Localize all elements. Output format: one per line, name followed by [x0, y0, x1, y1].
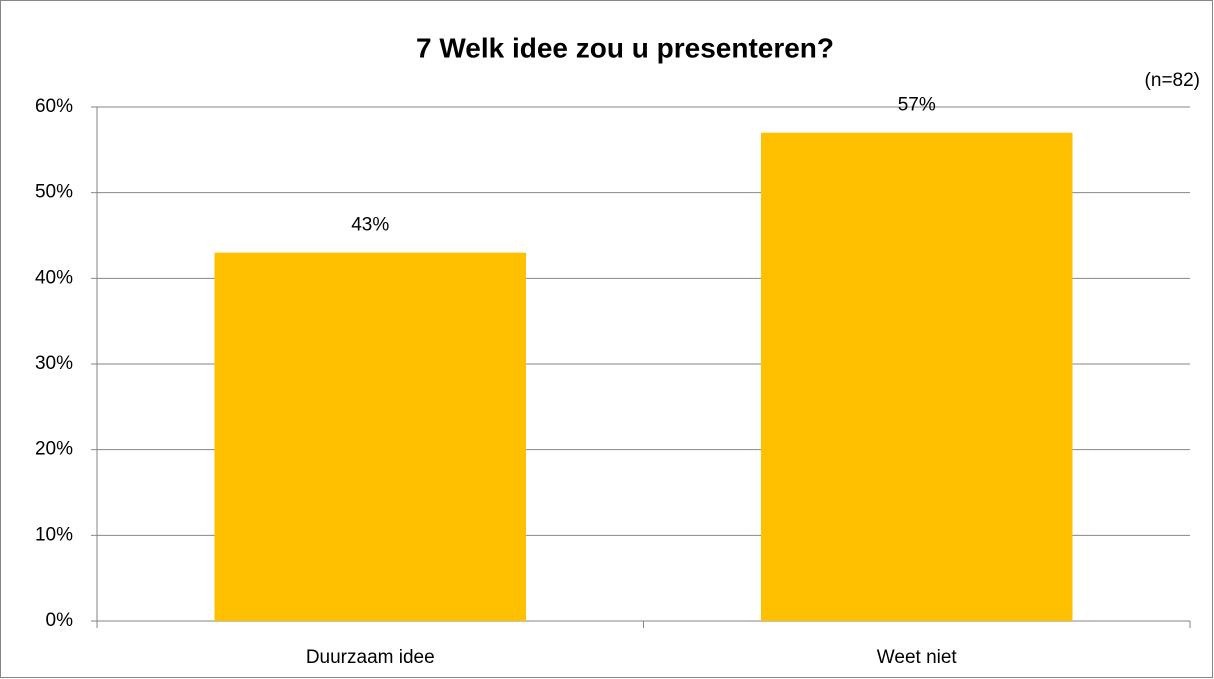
y-tick-label: 0% [46, 610, 74, 631]
y-tick-label: 50% [35, 182, 73, 203]
y-tick-label: 20% [35, 439, 73, 460]
chart-title: 7 Welk idee zou u presenteren? [416, 32, 834, 63]
y-tick-label: 30% [35, 353, 73, 374]
annotation: (n=82) [1145, 70, 1200, 91]
x-tick-label: Duurzaam idee [306, 647, 435, 668]
y-tick-label: 60% [35, 96, 73, 117]
bar [214, 252, 527, 621]
y-tick-label: 40% [35, 267, 73, 288]
y-tick-label: 10% [35, 524, 73, 545]
x-tick-label: Weet niet [877, 647, 958, 668]
data-label: 57% [898, 95, 936, 116]
data-label: 43% [351, 215, 389, 236]
bar [760, 132, 1073, 621]
